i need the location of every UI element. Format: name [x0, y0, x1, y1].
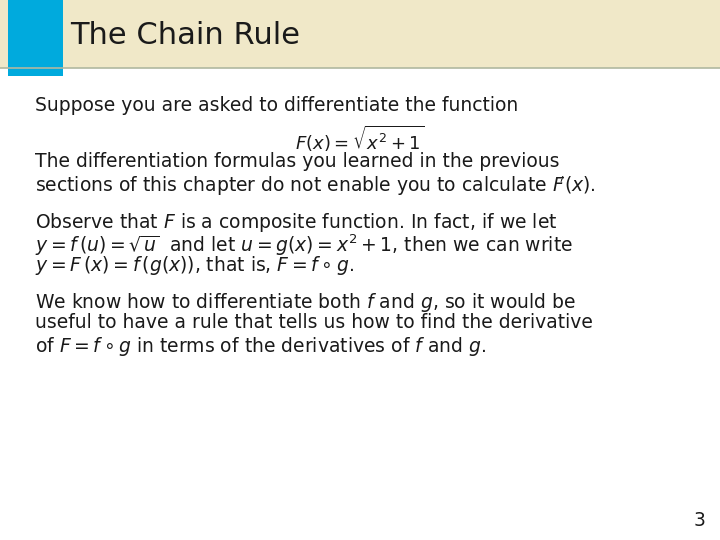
Text: $F(x) = \sqrt{x^2 + 1}$: $F(x) = \sqrt{x^2 + 1}$ — [295, 124, 425, 154]
Text: The differentiation formulas you learned in the previous: The differentiation formulas you learned… — [35, 152, 559, 171]
Text: $y = F\,(x) = f\,(g(x))$, that is, $F = f \circ g$.: $y = F\,(x) = f\,(g(x))$, that is, $F = … — [35, 254, 354, 277]
Text: of $F = f \circ g$ in terms of the derivatives of $f$ and $g$.: of $F = f \circ g$ in terms of the deriv… — [35, 334, 486, 357]
Text: Observe that $F$ is a composite function. In fact, if we let: Observe that $F$ is a composite function… — [35, 211, 557, 234]
Bar — [8, 0, 63, 76]
Text: Suppose you are asked to differentiate the function: Suppose you are asked to differentiate t… — [35, 96, 518, 115]
Text: We know how to differentiate both $f$ and $g$, so it would be: We know how to differentiate both $f$ an… — [35, 292, 576, 314]
Bar — [0, 0, 720, 68]
Text: The Chain Rule: The Chain Rule — [70, 22, 300, 51]
Text: sections of this chapter do not enable you to calculate $F\!'(x)$.: sections of this chapter do not enable y… — [35, 173, 595, 198]
Text: 3: 3 — [693, 511, 705, 530]
Text: $y = f\,(u) =\sqrt{u}$  and let $u = g(x) = x^2 + 1$, then we can write: $y = f\,(u) =\sqrt{u}$ and let $u = g(x)… — [35, 233, 573, 258]
Text: useful to have a rule that tells us how to find the derivative: useful to have a rule that tells us how … — [35, 313, 593, 332]
